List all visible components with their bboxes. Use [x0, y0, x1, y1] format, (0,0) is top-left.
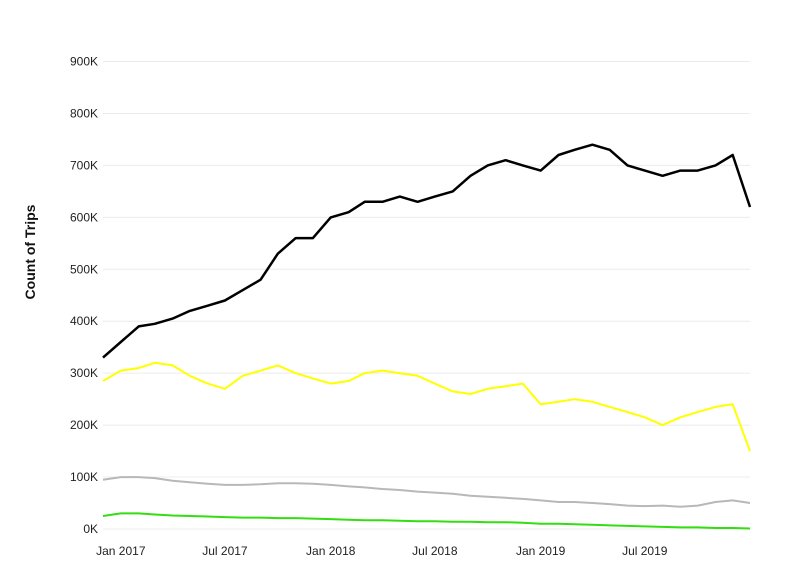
y-tick-label: 400K: [70, 314, 98, 328]
y-tick-label: 100K: [70, 470, 98, 484]
y-tick-label: 500K: [70, 262, 98, 276]
y-tick-label: 200K: [70, 418, 98, 432]
x-tick-label: Jan 2017: [96, 544, 146, 558]
series-line-2: [102, 476, 751, 508]
x-tick-label: Jul 2018: [412, 544, 458, 558]
x-tick-label: Jan 2018: [306, 544, 356, 558]
x-tick-label: Jul 2017: [202, 544, 248, 558]
y-tick-label: 800K: [70, 106, 98, 120]
y-axis-ticks: 0K 100K 200K 300K 400K 500K 600K 700K 800K 900K: [70, 55, 98, 536]
y-tick-label: 900K: [70, 55, 98, 69]
y-tick-label: 0K: [83, 522, 98, 536]
gridlines: [103, 61, 750, 530]
x-tick-label: Jul 2019: [622, 544, 668, 558]
y-axis-label: Count of Trips: [22, 204, 38, 299]
y-tick-label: 600K: [70, 210, 98, 224]
y-tick-label: 300K: [70, 366, 98, 380]
x-axis-ticks: Jan 2017 Jul 2017 Jan 2018 Jul 2018 Jan 2019…: [96, 544, 668, 558]
x-tick-label: Jan 2019: [516, 544, 566, 558]
series-lines: [102, 143, 752, 530]
series-line-0: [102, 143, 752, 359]
series-line-3: [102, 512, 751, 530]
y-tick-label: 700K: [70, 158, 98, 172]
series-line-1: [102, 361, 751, 452]
